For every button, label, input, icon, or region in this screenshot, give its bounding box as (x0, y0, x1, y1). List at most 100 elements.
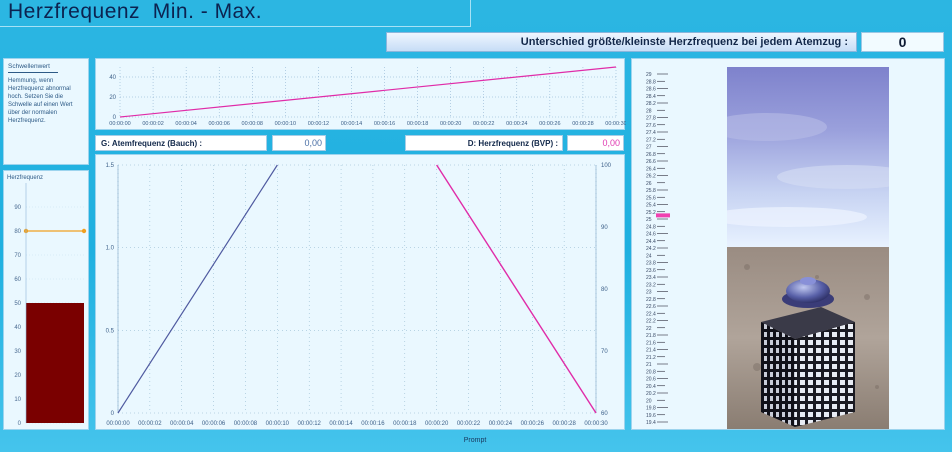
trend-chart: 00:00:00 00:00:02 00:00:04 00:00:06 00:00:08… (109, 66, 627, 127)
main-right-tick-label: 70 (601, 349, 608, 355)
scale-label: 23 (646, 290, 652, 296)
scale-label: 29 (646, 72, 652, 78)
scale-label: 19.6 (646, 413, 656, 419)
feedback-animation (727, 67, 889, 429)
main-x-tick-label: 00:00:10 (266, 421, 290, 427)
prompt-label: Prompt (463, 437, 487, 444)
heart-rate-bar-chart: Herzfrequenz 0 10 20 30 40 50 60 70 80 90 (7, 175, 87, 427)
top-x-tick-label: 00:00:06 (208, 121, 229, 127)
main-chart-panel: 00:00:00 00:00:02 00:00:04 00:00:06 00:00:08… (95, 154, 625, 430)
scale-label: 22.2 (646, 319, 656, 325)
difference-label: Unterschied größte/kleinste Herzfrequenz… (386, 32, 857, 52)
scale-label: 26.2 (646, 174, 656, 180)
trend-line (119, 66, 617, 118)
difference-value: 0 (861, 32, 944, 52)
bar-y-tick-label: 40 (14, 325, 21, 331)
threshold-info-panel: Schwellenwert Hemmung, wenn Herzfrequenz… (3, 58, 89, 165)
feedback-panel: 29 28.8 28.6 28.4 28.2 28 27.8 27.6 27.4 27.2 27 26… (631, 58, 945, 430)
scale-label: 25 (646, 217, 652, 223)
scale-label: 24 (646, 253, 652, 259)
main-x-tick-label: 00:00:20 (425, 421, 449, 427)
scale-label: 22.4 (646, 311, 656, 317)
main-x-tick-label: 00:00:06 (202, 421, 226, 427)
top-x-tick-label: 00:00:22 (473, 121, 494, 127)
bar-y-tick-label: 80 (14, 229, 21, 235)
scale-label: 23.8 (646, 261, 656, 267)
scale-label: 25.4 (646, 203, 656, 209)
bar-y-tick-label: 90 (14, 205, 21, 211)
bar-y-tick-label: 50 (14, 301, 21, 307)
main-x-tick-label: 00:00:02 (138, 421, 162, 427)
bar-y-tick-label: 20 (14, 373, 21, 379)
title-underline (0, 26, 470, 27)
top-y-tick-label: 0 (113, 115, 117, 121)
scale-label: 28.4 (646, 94, 656, 100)
scale-label: 26.8 (646, 152, 656, 158)
top-x-tick-label: 00:00:30 (605, 121, 626, 127)
scale-label: 27.2 (646, 137, 656, 143)
scale-label: 20.2 (646, 391, 656, 397)
scale-label: 21.6 (646, 340, 656, 346)
bar-y-tick-label: 0 (18, 421, 22, 427)
top-x-tick-label: 00:00:16 (374, 121, 395, 127)
scale-label: 28 (646, 108, 652, 114)
main-x-tick-label: 00:00:04 (170, 421, 194, 427)
scale-label: 23.4 (646, 275, 656, 281)
bar-chart-title: Herzfrequenz (7, 175, 43, 181)
main-left-tick-label: 1.5 (106, 163, 115, 169)
main-x-tick-label: 00:00:26 (521, 421, 545, 427)
scale-label: 22 (646, 326, 652, 332)
threshold-title: Schwellenwert (8, 63, 50, 70)
heart-rate-bar (26, 303, 84, 423)
top-x-tick-label: 00:00:08 (242, 121, 263, 127)
threshold-handle-right (81, 228, 87, 234)
window-title: Herzfrequenz Min. - Max. (8, 0, 263, 23)
main-x-tick-label: 00:00:12 (298, 421, 322, 427)
top-x-tick-label: 00:00:14 (341, 121, 362, 127)
heart-rate-value: 0,00 (567, 135, 624, 151)
scale-label: 26.6 (646, 159, 656, 165)
top-x-tick-label: 00:00:20 (440, 121, 461, 127)
top-x-tick-label: 00:00:02 (142, 121, 163, 127)
top-x-tick-label: 00:00:26 (539, 121, 560, 127)
heart-rate-bar-panel: Herzfrequenz 0 10 20 30 40 50 60 70 80 90 (3, 170, 89, 430)
top-y-tick-label: 20 (109, 95, 116, 101)
main-right-tick-label: 90 (601, 225, 608, 231)
scale-label: 24.4 (646, 239, 656, 245)
value-scale: 2928.828.628.428.22827.827.627.427.22726… (646, 72, 670, 426)
scale-label: 26 (646, 181, 652, 187)
main-left-tick-label: 0 (111, 411, 115, 417)
scale-label: 19.8 (646, 406, 656, 412)
scale-label: 21.2 (646, 355, 656, 361)
main-right-tick-label: 80 (601, 287, 608, 293)
scale-label: 21.4 (646, 348, 656, 354)
trend-chart-panel: 00:00:00 00:00:02 00:00:04 00:00:06 00:00:08… (95, 58, 627, 130)
scale-label: 22.6 (646, 304, 656, 310)
scale-label: 21.8 (646, 333, 656, 339)
scale-label: 27.4 (646, 130, 656, 136)
bar-y-tick-label: 30 (14, 349, 21, 355)
bar-y-tick-label: 70 (14, 253, 21, 259)
scale-label: 19.4 (646, 420, 656, 426)
main-x-tick-label: 00:00:28 (552, 421, 576, 427)
scale-label: 28.8 (646, 79, 656, 85)
scale-label: 27.8 (646, 116, 656, 122)
top-x-tick-label: 00:00:00 (109, 121, 130, 127)
threshold-divider (8, 72, 58, 73)
scale-label: 23.2 (646, 282, 656, 288)
main-x-tick-label: 00:00:08 (234, 421, 258, 427)
scale-label: 20.6 (646, 377, 656, 383)
scale-label: 20 (646, 398, 652, 404)
title-divider (470, 0, 471, 27)
top-x-tick-label: 00:00:24 (506, 121, 527, 127)
main-x-tick-label: 00:00:30 (584, 421, 608, 427)
main-x-tick-label: 00:00:14 (329, 421, 353, 427)
main-left-tick-label: 0.5 (106, 328, 115, 334)
scale-label: 25.6 (646, 195, 656, 201)
top-x-tick-label: 00:00:10 (275, 121, 296, 127)
top-x-tick-label: 00:00:28 (572, 121, 593, 127)
main-left-tick-label: 1.0 (106, 246, 115, 252)
bar-y-tick-label: 60 (14, 277, 21, 283)
main-x-tick-label: 00:00:24 (489, 421, 513, 427)
scale-label: 24.8 (646, 224, 656, 230)
